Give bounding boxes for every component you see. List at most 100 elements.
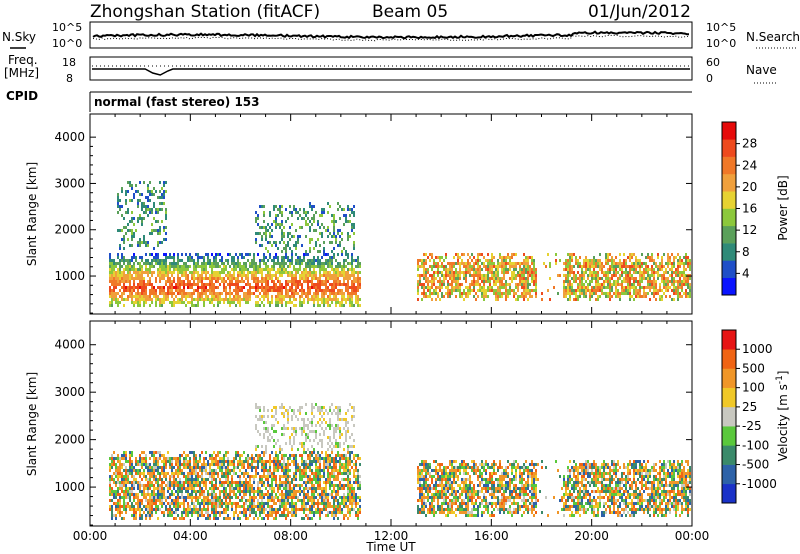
- heatmap-cell: [225, 508, 227, 511]
- heatmap-cell: [283, 457, 285, 460]
- heatmap-cell: [191, 481, 193, 484]
- freq-label-line2: [MHz]: [4, 66, 39, 80]
- heatmap-cell: [165, 478, 167, 481]
- heatmap-cell: [235, 502, 237, 505]
- heatmap-cell: [277, 463, 279, 466]
- heatmap-cell: [113, 271, 115, 274]
- heatmap-cell: [279, 406, 281, 409]
- heatmap-cell: [125, 511, 127, 514]
- heatmap-cell: [649, 268, 651, 271]
- heatmap-cell: [239, 454, 241, 457]
- nsearch-label: N.Search: [746, 30, 800, 44]
- heatmap-cell: [621, 271, 623, 274]
- heatmap-cell: [477, 253, 479, 256]
- heatmap-cell: [239, 487, 241, 490]
- heatmap-cell: [155, 262, 157, 265]
- heatmap-cell: [591, 271, 593, 274]
- heatmap-cell: [119, 514, 121, 517]
- heatmap-cell: [347, 238, 349, 241]
- heatmap-cell: [579, 265, 581, 268]
- heatmap-cell: [247, 268, 249, 271]
- heatmap-cell: [199, 469, 201, 472]
- heatmap-cell: [441, 286, 443, 289]
- heatmap-cell: [617, 295, 619, 298]
- heatmap-cell: [435, 271, 437, 274]
- heatmap-cell: [497, 298, 499, 301]
- heatmap-cell: [291, 427, 293, 430]
- heatmap-cell: [275, 430, 277, 433]
- heatmap-cell: [227, 496, 229, 499]
- heatmap-cell: [169, 502, 171, 505]
- heatmap-cell: [459, 283, 461, 286]
- heatmap-cell: [189, 283, 191, 286]
- heatmap-cell: [433, 274, 435, 277]
- heatmap-cell: [257, 214, 259, 217]
- heatmap-cell: [137, 289, 139, 292]
- heatmap-cell: [263, 433, 265, 436]
- heatmap-cell: [219, 502, 221, 505]
- heatmap-cell: [323, 226, 325, 229]
- heatmap-cell: [567, 298, 569, 301]
- heatmap-cell: [679, 292, 681, 295]
- heatmap-cell: [195, 265, 197, 268]
- heatmap-cell: [117, 304, 119, 307]
- heatmap-cell: [257, 295, 259, 298]
- heatmap-cell: [189, 511, 191, 514]
- heatmap-cell: [465, 274, 467, 277]
- heatmap-cell: [203, 265, 205, 268]
- heatmap-cell: [247, 484, 249, 487]
- heatmap-cell: [205, 286, 207, 289]
- heatmap-cell: [233, 256, 235, 259]
- heatmap-cell: [647, 271, 649, 274]
- heatmap-cell: [219, 511, 221, 514]
- heatmap-cell: [285, 208, 287, 211]
- heatmap-cell: [269, 256, 271, 259]
- heatmap-cell: [477, 289, 479, 292]
- heatmap-cell: [505, 298, 507, 301]
- heatmap-cell: [133, 475, 135, 478]
- heatmap-cell: [149, 496, 151, 499]
- heatmap-cell: [139, 499, 141, 502]
- heatmap-cell: [333, 220, 335, 223]
- heatmap-cell: [271, 223, 273, 226]
- heatmap-cell: [421, 265, 423, 268]
- heatmap-cell: [307, 223, 309, 226]
- heatmap-cell: [179, 502, 181, 505]
- heatmap-cell: [477, 274, 479, 277]
- heatmap-cell: [207, 514, 209, 517]
- heatmap-cell: [689, 289, 691, 292]
- heatmap-cell: [161, 202, 163, 205]
- heatmap-cell: [193, 292, 195, 295]
- heatmap-cell: [303, 292, 305, 295]
- heatmap-cell: [187, 511, 189, 514]
- heatmap-cell: [171, 265, 173, 268]
- heatmap-cell: [523, 274, 525, 277]
- heatmap-cell: [299, 265, 301, 268]
- heatmap-cell: [351, 223, 353, 226]
- heatmap-cell: [113, 262, 115, 265]
- heatmap-cell: [439, 280, 441, 283]
- heatmap-cell: [125, 193, 127, 196]
- heatmap-cell: [245, 478, 247, 481]
- heatmap-cell: [125, 490, 127, 493]
- heatmap-cell: [289, 493, 291, 496]
- heatmap-cell: [115, 466, 117, 469]
- heatmap-cell: [143, 490, 145, 493]
- heatmap-cell: [279, 223, 281, 226]
- heatmap-cell: [201, 277, 203, 280]
- heatmap-cell: [237, 262, 239, 265]
- heatmap-cell: [183, 460, 185, 463]
- heatmap-cell: [279, 271, 281, 274]
- heatmap-cell: [517, 271, 519, 274]
- heatmap-cell: [497, 289, 499, 292]
- heatmap-cell: [145, 295, 147, 298]
- heatmap-cell: [161, 496, 163, 499]
- heatmap-cell: [165, 298, 167, 301]
- heatmap-cell: [673, 280, 675, 283]
- heatmap-cell: [155, 259, 157, 262]
- heatmap-cell: [313, 247, 315, 250]
- heatmap-cell: [417, 298, 419, 301]
- heatmap-cell: [265, 247, 267, 250]
- heatmap-cell: [147, 295, 149, 298]
